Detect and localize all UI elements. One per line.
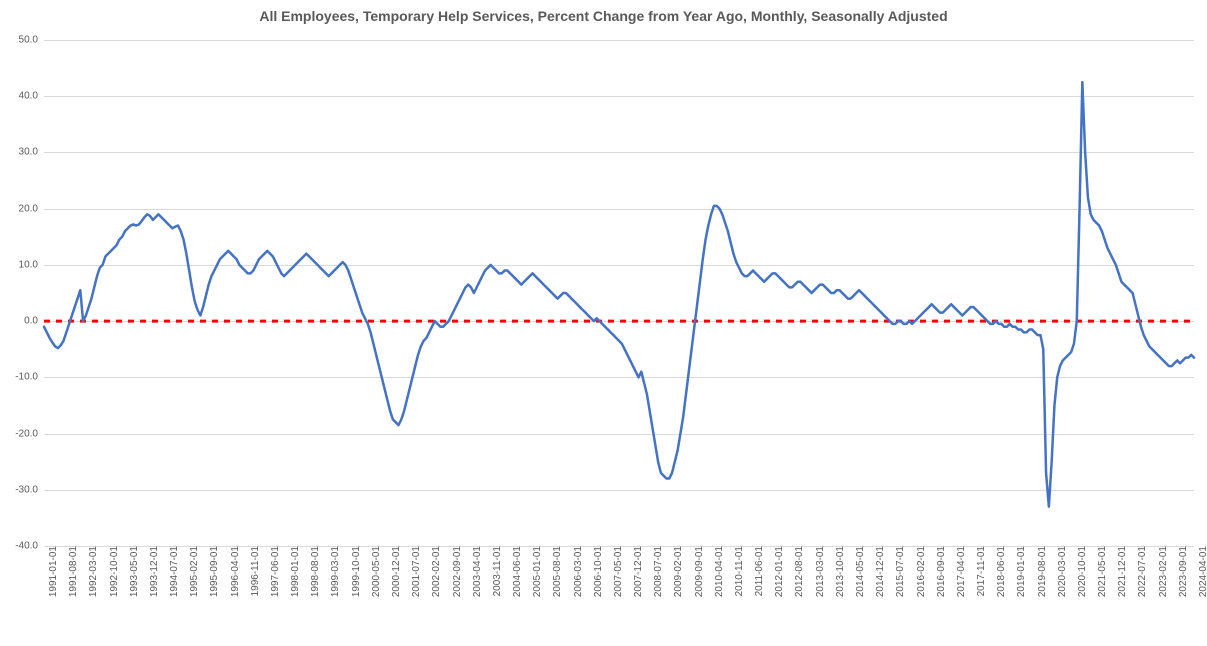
y-tick-label: -10.0 [15, 372, 44, 383]
x-tick-label: 1994-07-01 [165, 546, 180, 597]
x-tick-label: 1996-04-01 [226, 546, 241, 597]
x-tick-label: 2000-05-01 [367, 546, 382, 597]
x-tick-label: 2012-08-01 [790, 546, 805, 597]
y-tick-label: -30.0 [15, 484, 44, 495]
x-tick-label: 2010-11-01 [730, 546, 745, 596]
x-tick-label: 2003-04-01 [468, 546, 483, 597]
y-tick-label: -40.0 [15, 541, 44, 552]
x-tick-label: 2020-10-01 [1073, 546, 1088, 597]
x-tick-label: 2019-01-01 [1012, 546, 1027, 597]
x-tick-label: 2017-04-01 [952, 546, 967, 597]
x-tick-label: 1998-08-01 [306, 546, 321, 597]
x-tick-label: 2016-09-01 [932, 546, 947, 597]
x-tick-label: 2018-06-01 [992, 546, 1007, 597]
x-tick-label: 2007-05-01 [609, 546, 624, 597]
x-tick-label: 2016-02-01 [912, 546, 927, 597]
x-tick-label: 2013-03-01 [811, 546, 826, 597]
y-tick-label: 10.0 [19, 259, 44, 270]
x-tick-label: 1991-08-01 [64, 546, 79, 597]
x-tick-label: 2021-12-01 [1113, 546, 1128, 597]
line-chart: All Employees, Temporary Help Services, … [0, 0, 1207, 646]
x-tick-label: 1991-01-01 [44, 546, 59, 597]
x-tick-label: 2005-01-01 [528, 546, 543, 597]
x-tick-label: 2015-07-01 [891, 546, 906, 597]
x-tick-label: 2010-04-01 [710, 546, 725, 597]
x-tick-label: 2014-12-01 [871, 546, 886, 597]
x-tick-label: 2000-12-01 [387, 546, 402, 597]
x-tick-label: 2013-10-01 [831, 546, 846, 597]
x-tick-label: 2006-03-01 [569, 546, 584, 597]
x-tick-label: 2019-08-01 [1033, 546, 1048, 597]
y-tick-label: 0.0 [24, 316, 44, 327]
x-tick-label: 2017-11-01 [972, 546, 987, 596]
x-tick-label: 1992-03-01 [84, 546, 99, 597]
y-tick-label: 20.0 [19, 203, 44, 214]
chart-title: All Employees, Temporary Help Services, … [0, 8, 1207, 24]
x-tick-label: 1999-03-01 [326, 546, 341, 597]
x-tick-label: 1998-01-01 [286, 546, 301, 597]
x-tick-label: 2014-05-01 [851, 546, 866, 597]
x-tick-label: 2023-02-01 [1154, 546, 1169, 597]
x-tick-label: 2003-11-01 [488, 546, 503, 596]
x-tick-label: 1995-09-01 [205, 546, 220, 597]
x-tick-label: 2004-06-01 [508, 546, 523, 597]
y-tick-label: -20.0 [15, 428, 44, 439]
x-tick-label: 2024-04-01 [1194, 546, 1207, 597]
x-tick-label: 1993-12-01 [145, 546, 160, 597]
x-tick-label: 2009-09-01 [690, 546, 705, 597]
x-tick-label: 2002-09-01 [448, 546, 463, 597]
x-tick-label: 1993-05-01 [125, 546, 140, 597]
x-tick-label: 2008-07-01 [649, 546, 664, 597]
x-tick-label: 2002-02-01 [427, 546, 442, 597]
y-tick-label: 40.0 [19, 91, 44, 102]
x-tick-label: 2005-08-01 [548, 546, 563, 597]
y-tick-label: 50.0 [19, 35, 44, 46]
x-tick-label: 2007-12-01 [629, 546, 644, 597]
x-tick-label: 1999-10-01 [347, 546, 362, 597]
x-tick-label: 2020-03-01 [1053, 546, 1068, 597]
x-tick-label: 2021-05-01 [1093, 546, 1108, 597]
x-tick-label: 1996-11-01 [246, 546, 261, 596]
x-tick-label: 1995-02-01 [185, 546, 200, 597]
x-tick-label: 2012-01-01 [770, 546, 785, 597]
x-tick-label: 1997-06-01 [266, 546, 281, 597]
x-tick-label: 2023-09-01 [1174, 546, 1189, 597]
x-tick-label: 2022-07-01 [1133, 546, 1148, 597]
x-tick-label: 2011-06-01 [750, 546, 765, 596]
x-tick-label: 1992-10-01 [105, 546, 120, 597]
data-line [44, 40, 1194, 546]
plot-area: -40.0-30.0-20.0-10.00.010.020.030.040.05… [44, 40, 1194, 546]
x-tick-label: 2009-02-01 [669, 546, 684, 597]
y-tick-label: 30.0 [19, 147, 44, 158]
x-tick-label: 2006-10-01 [589, 546, 604, 597]
x-tick-label: 2001-07-01 [407, 546, 422, 597]
